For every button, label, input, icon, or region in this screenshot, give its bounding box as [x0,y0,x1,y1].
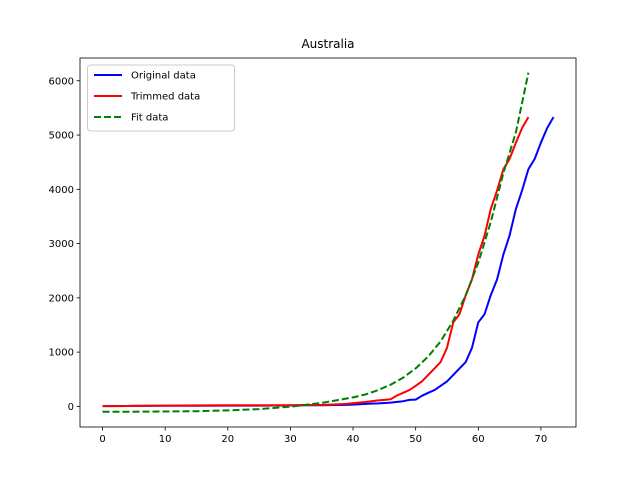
y-tick-label: 4000 [49,185,74,196]
series-line-trimmed-data [102,116,530,408]
y-tick-label: 1000 [49,348,74,359]
x-tick-label: 20 [221,434,234,445]
x-tick-label: 30 [284,434,297,445]
y-tick-label: 0 [68,402,74,413]
y-tick-label: 3000 [49,239,74,250]
legend-box [87,64,235,132]
legend: Original data Trimmed data Fit data [87,64,235,132]
x-tick-label: 40 [347,434,360,445]
plot-frame [79,57,577,428]
x-tick-label: 60 [472,434,485,445]
x-tick-label: 50 [409,434,422,445]
series-line-fit-data [102,72,530,413]
y-tick-label: 2000 [49,293,74,304]
series-layer [102,72,555,413]
legend-label: Trimmed data [130,92,200,103]
legend-label: Original data [131,71,196,82]
x-tick-label: 10 [159,434,172,445]
x-tick-label: 70 [535,434,548,445]
y-tick-label: 5000 [49,131,74,142]
chart-title: Australia [301,37,354,51]
y-axis: 0 1000 2000 3000 4000 5000 6000 [49,76,80,413]
x-axis: 0 10 20 30 40 50 60 70 [99,427,547,445]
legend-label: Fit data [131,113,168,124]
y-tick-label: 6000 [49,76,74,87]
x-tick-label: 0 [99,434,105,445]
